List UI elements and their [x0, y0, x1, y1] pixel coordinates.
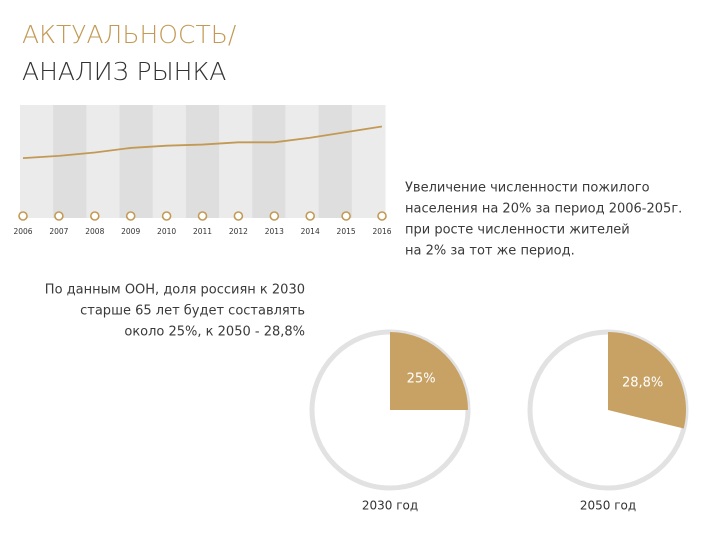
band [86, 105, 121, 218]
x-tick-label: 2011 [193, 227, 212, 236]
x-tick [305, 211, 316, 221]
paragraph-line: населения на 20% за период 2006-205г. [405, 202, 682, 217]
x-tick-label: 2013 [265, 227, 284, 236]
band [185, 105, 220, 218]
pie-slice [608, 331, 686, 429]
pie-title: 2050 год [580, 499, 636, 513]
x-tick-label: 2006 [13, 227, 32, 236]
x-tick-label: 2016 [372, 227, 391, 236]
x-tick-label: 2007 [49, 227, 68, 236]
data-label: 28,8% [622, 375, 663, 390]
x-tick-label: 2015 [337, 227, 356, 236]
x-tick [161, 211, 172, 221]
x-tick [197, 211, 208, 221]
x-tick [341, 211, 351, 221]
band [318, 105, 353, 218]
paragraph-line: старше 65 лет будет составлять [80, 304, 305, 319]
data-label: 25% [407, 371, 436, 386]
paragraph-line: на 2% за тот же период. [405, 244, 575, 259]
x-tick [377, 211, 387, 221]
paragraph-line: около 25%, к 2050 - 28,8% [124, 325, 305, 340]
title-line1: АКТУАЛЬНОСТЬ/ [22, 20, 237, 49]
x-tick-label: 2012 [229, 227, 248, 236]
pie-slice [390, 332, 468, 410]
x-tick-label: 2010 [157, 227, 176, 236]
x-tick [18, 211, 28, 221]
x-tick [233, 211, 244, 221]
band [351, 105, 386, 218]
x-tick-label: 2008 [85, 227, 104, 236]
band [285, 105, 320, 218]
pie-title: 2030 год [362, 499, 418, 513]
x-tick [54, 211, 64, 221]
x-tick [269, 211, 280, 221]
band [53, 105, 87, 218]
x-tick [90, 211, 100, 221]
line [22, 125, 383, 160]
x-tick [125, 211, 136, 221]
band [119, 105, 154, 218]
band [20, 105, 54, 218]
band [252, 105, 286, 218]
paragraph-line: Увеличение численности пожилого [405, 181, 650, 196]
band [219, 105, 253, 218]
x-tick-label: 2014 [301, 227, 320, 236]
paragraph-line: при росте численности жителей [405, 223, 630, 238]
paragraph-line: По данным ООН, доля россиян к 2030 [45, 283, 305, 298]
title-line2: АНАЛИЗ РЫНКА [22, 57, 226, 86]
x-tick-label: 2009 [121, 227, 140, 236]
band [152, 105, 187, 218]
